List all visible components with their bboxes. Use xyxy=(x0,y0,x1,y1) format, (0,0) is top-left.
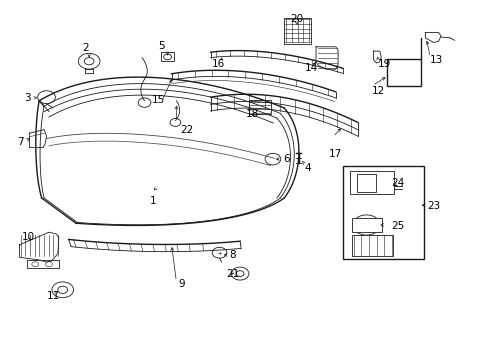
Bar xyxy=(27,260,59,268)
Text: 24: 24 xyxy=(391,178,404,188)
Text: 12: 12 xyxy=(371,86,385,96)
Text: 18: 18 xyxy=(246,109,259,120)
Text: 13: 13 xyxy=(430,55,443,66)
Text: 2: 2 xyxy=(82,42,89,53)
Text: 4: 4 xyxy=(305,163,312,174)
Bar xyxy=(350,171,394,194)
Text: 21: 21 xyxy=(226,269,240,279)
Text: 16: 16 xyxy=(212,59,225,69)
Text: 11: 11 xyxy=(47,291,60,301)
Text: 14: 14 xyxy=(305,63,318,73)
Bar xyxy=(357,174,376,192)
Bar xyxy=(343,166,424,259)
Text: 9: 9 xyxy=(179,279,186,289)
Text: 23: 23 xyxy=(427,201,441,211)
Text: 7: 7 xyxy=(17,137,24,147)
Text: 1: 1 xyxy=(149,196,156,206)
Text: 5: 5 xyxy=(158,41,165,51)
Bar xyxy=(387,59,421,86)
Bar xyxy=(161,52,174,61)
Text: 22: 22 xyxy=(180,125,194,135)
Text: 10: 10 xyxy=(22,232,35,242)
Text: 19: 19 xyxy=(378,59,392,69)
Text: 8: 8 xyxy=(229,250,236,260)
Text: 20: 20 xyxy=(290,14,303,24)
Text: 15: 15 xyxy=(152,95,165,105)
Bar xyxy=(284,18,311,44)
Bar xyxy=(352,218,382,232)
Text: 6: 6 xyxy=(283,154,290,164)
Text: 3: 3 xyxy=(24,93,31,103)
Bar xyxy=(352,235,393,256)
Text: 25: 25 xyxy=(391,221,404,231)
Bar xyxy=(249,100,271,114)
Text: 17: 17 xyxy=(329,149,343,159)
